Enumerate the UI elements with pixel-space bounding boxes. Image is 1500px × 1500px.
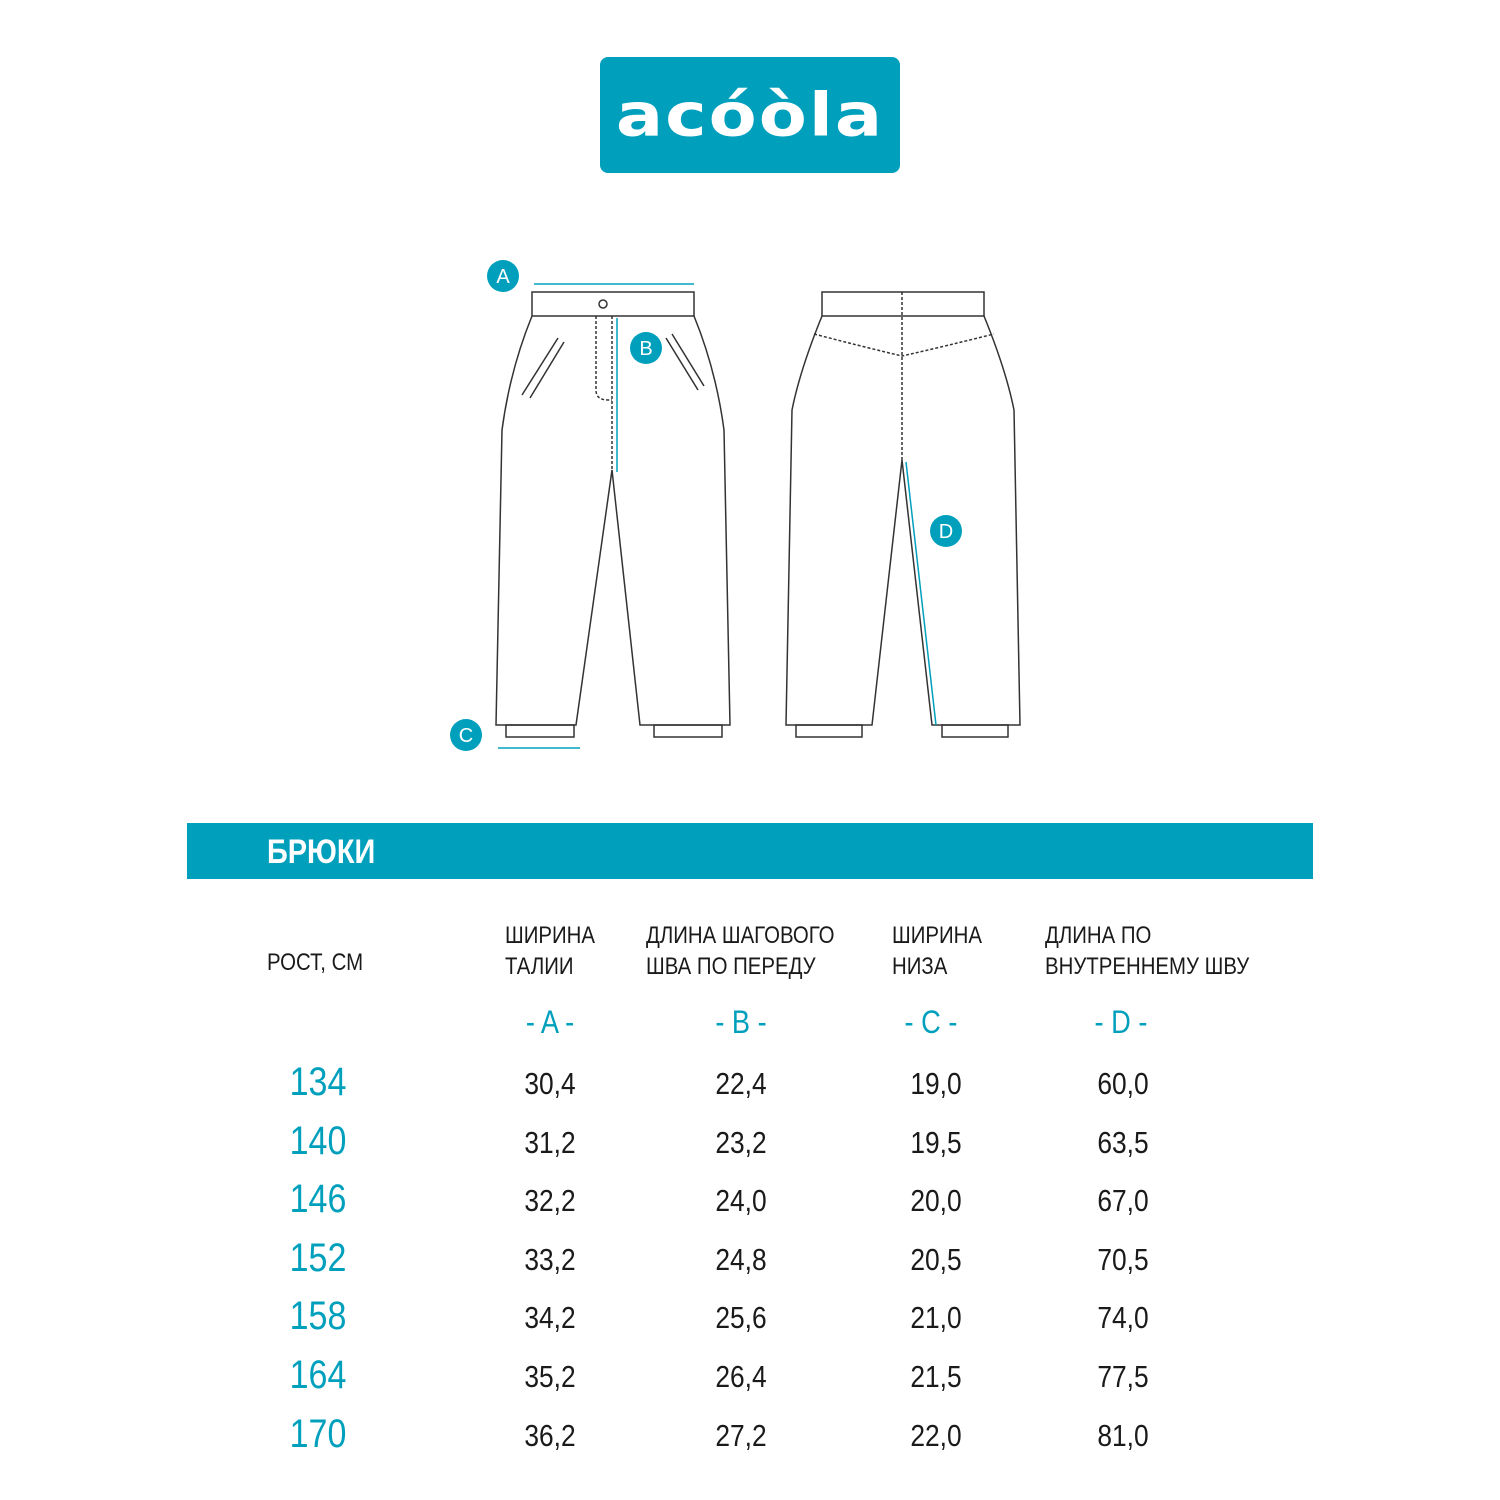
back-right-cuff: [941, 724, 1009, 738]
table-cell: 20,5: [910, 1241, 962, 1277]
pants-diagram: A B C D: [450, 260, 1021, 751]
table-cell: 21,5: [910, 1359, 962, 1394]
front-right-cuff: [653, 724, 723, 738]
table-cell: 22,0: [910, 1417, 962, 1453]
header-c-line2: НИЗА: [892, 953, 948, 980]
header-c: ШИРИНА НИЗА: [892, 920, 982, 982]
table-cell: 35,2: [524, 1359, 576, 1394]
size-height: 164: [289, 1353, 347, 1397]
marker-b: [630, 332, 662, 364]
logo-text: acóòla: [615, 80, 885, 150]
header-b-line2: ШВА ПО ПЕРЕДУ: [646, 953, 816, 980]
measure-d-line: [905, 461, 937, 726]
table-cell: 31,2: [524, 1124, 576, 1160]
back-pants-outline: [785, 315, 1021, 726]
marker-a: [487, 260, 519, 292]
back-waistband: [821, 291, 985, 317]
front-left-cuff: [505, 724, 575, 738]
letter-a: - A -: [525, 1004, 575, 1040]
table-cell: 19,0: [910, 1066, 962, 1101]
size-height: 170: [289, 1411, 347, 1456]
marker-a-label: A: [496, 266, 510, 288]
section-title: БРЮКИ: [267, 833, 376, 871]
table-cell: 26,4: [715, 1359, 767, 1394]
marker-c: [450, 719, 482, 751]
header-a: ШИРИНА ТАЛИИ: [505, 920, 595, 982]
table-cell: 33,2: [524, 1241, 576, 1277]
table-cell: 81,0: [1097, 1417, 1149, 1453]
table-cell: 60,0: [1097, 1066, 1149, 1101]
letter-d: - D -: [1094, 1004, 1148, 1040]
header-a-line1: ШИРИНА: [505, 922, 595, 949]
table-cell: 27,2: [715, 1417, 767, 1453]
section-header: БРЮКИ: [187, 823, 1313, 879]
table-cell: 30,4: [524, 1066, 576, 1101]
header-d-line1: ДЛИНА ПО: [1045, 922, 1152, 949]
table-cell: 24,8: [715, 1241, 767, 1277]
table-cell: 63,5: [1097, 1124, 1149, 1160]
size-height: 134: [289, 1060, 347, 1104]
header-c-line1: ШИРИНА: [892, 922, 982, 949]
table-cell: 77,5: [1097, 1359, 1149, 1394]
table-cell: 23,2: [715, 1124, 767, 1160]
letter-c: - C -: [904, 1004, 958, 1040]
table-cell: 74,0: [1097, 1300, 1149, 1336]
marker-d: [930, 515, 962, 547]
marker-c-label: C: [459, 725, 473, 747]
header-height: РОСТ, СМ: [267, 949, 364, 976]
back-left-cuff: [795, 724, 863, 738]
front-waistband: [531, 291, 695, 317]
header-d: ДЛИНА ПО ВНУТРЕННЕМУ ШВУ: [1045, 920, 1249, 982]
header-d-line2: ВНУТРЕННЕМУ ШВУ: [1045, 953, 1250, 980]
marker-d-label: D: [939, 521, 953, 543]
size-height: 140: [289, 1118, 347, 1163]
table-cell: 24,0: [715, 1183, 767, 1219]
table-cell: 67,0: [1097, 1183, 1149, 1219]
header-b: ДЛИНА ШАГОВОГО ШВА ПО ПЕРЕДУ: [646, 920, 835, 982]
size-height: 146: [289, 1177, 347, 1222]
table-cell: 22,4: [715, 1066, 767, 1101]
table-cell: 36,2: [524, 1417, 576, 1453]
brand-logo: acóòla: [600, 57, 900, 173]
size-height: 158: [289, 1294, 347, 1339]
table-cell: 34,2: [524, 1300, 576, 1336]
size-height: 152: [289, 1235, 347, 1280]
table-cell: 70,5: [1097, 1241, 1149, 1277]
table-cell: 19,5: [910, 1124, 962, 1160]
header-b-line1: ДЛИНА ШАГОВОГО: [646, 922, 835, 949]
table-cell: 32,2: [524, 1183, 576, 1219]
front-pants-outline: [495, 315, 731, 726]
table-cell: 21,0: [910, 1300, 962, 1336]
letter-b: - B -: [715, 1004, 767, 1040]
marker-b-label: B: [639, 338, 652, 360]
table-cell: 25,6: [715, 1300, 767, 1336]
table-cell: 20,0: [910, 1183, 962, 1219]
header-a-line2: ТАЛИИ: [505, 953, 574, 980]
